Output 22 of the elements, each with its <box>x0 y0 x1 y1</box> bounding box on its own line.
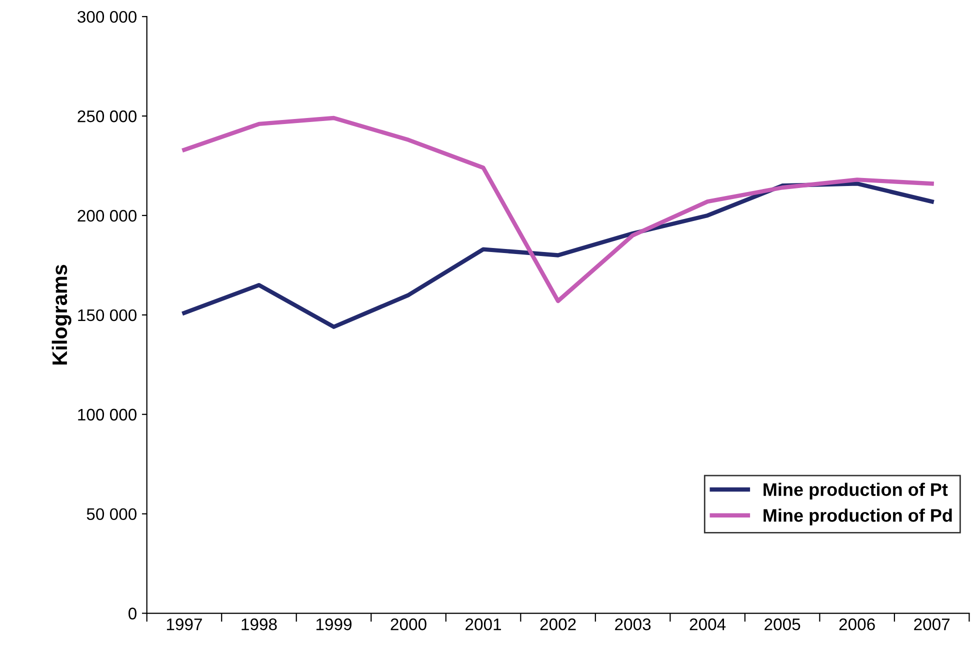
y-axis-title: Kilograms <box>52 264 72 364</box>
y-tick-label: 250 000 <box>78 110 136 122</box>
x-tick-label: 2002 <box>540 618 576 630</box>
x-tick-label: 2000 <box>390 618 426 630</box>
line-series <box>182 116 934 304</box>
x-tick-label: 1999 <box>316 618 352 630</box>
x-tick-label: 2001 <box>466 618 501 630</box>
x-tick-label: 2006 <box>839 618 875 630</box>
y-tick-label: 50 000 <box>86 508 136 520</box>
legend-label: Mine production of Pd <box>764 508 952 526</box>
legend-label: Mine production of Pt <box>764 482 948 500</box>
x-tick-label: 2004 <box>690 618 726 630</box>
y-tick-label: 100 000 <box>78 408 136 421</box>
y-tick-label: 300 000 <box>78 10 136 23</box>
x-tick-label: 1998 <box>242 618 277 630</box>
x-tick-label: 2005 <box>764 618 800 630</box>
y-tick-label: 200 000 <box>78 210 136 222</box>
x-tick-label: 2007 <box>914 618 950 630</box>
x-tick-label: 1997 <box>166 618 202 630</box>
y-tick-label: 0 <box>128 608 136 620</box>
y-tick-label: 150 000 <box>78 309 136 322</box>
x-tick-label: 2003 <box>615 618 651 630</box>
